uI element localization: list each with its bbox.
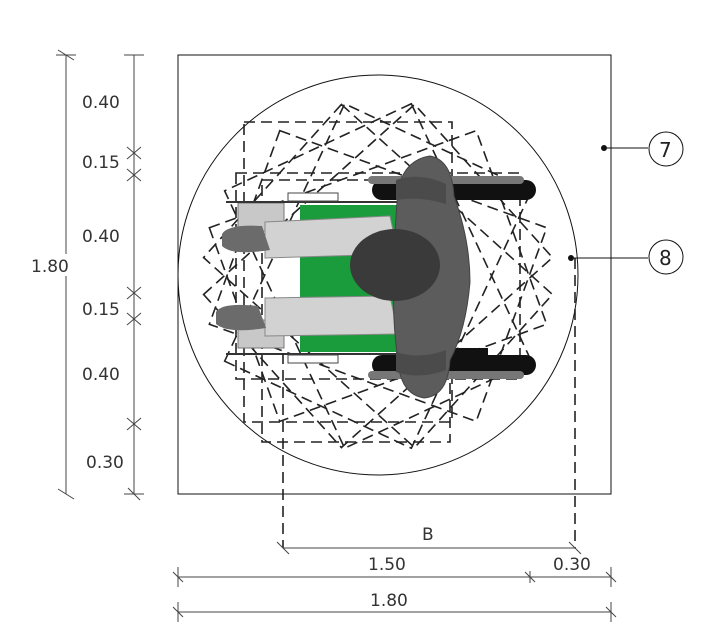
dim-label-0-15-lower: 0.15 (82, 300, 120, 320)
dim-label-0-40-top: 0.40 (82, 93, 120, 113)
vertical-total-label: 1.80 (31, 257, 69, 277)
wheelchair-top-view (216, 155, 536, 399)
dim-label-0-15-upper: 0.15 (82, 153, 120, 173)
horizontal-total-label: 1.80 (370, 591, 408, 611)
dim-label-0-30-h: 0.30 (553, 555, 591, 575)
callout-8 (568, 239, 684, 275)
horizontal-dimension-chain (172, 567, 617, 587)
callout-7-label: 7 (659, 138, 672, 162)
dim-label-1-50: 1.50 (368, 555, 406, 575)
vertical-dimension-chain (124, 54, 144, 501)
horizontal-total-dimension (172, 602, 617, 622)
leg (264, 295, 399, 337)
arm (396, 350, 446, 376)
dim-label-0-40-bottom: 0.40 (82, 365, 120, 385)
callout-7 (601, 131, 684, 167)
dim-label-0-40-middle: 0.40 (82, 227, 120, 247)
dim-label-0-30: 0.30 (86, 453, 124, 473)
turning-circle (177, 74, 579, 476)
head (350, 229, 440, 301)
shoe (216, 304, 266, 331)
shoe (222, 225, 270, 253)
arm (396, 176, 446, 204)
b-dimension (276, 258, 582, 555)
callout-8-label: 8 (659, 246, 672, 270)
b-label: B (422, 525, 434, 545)
